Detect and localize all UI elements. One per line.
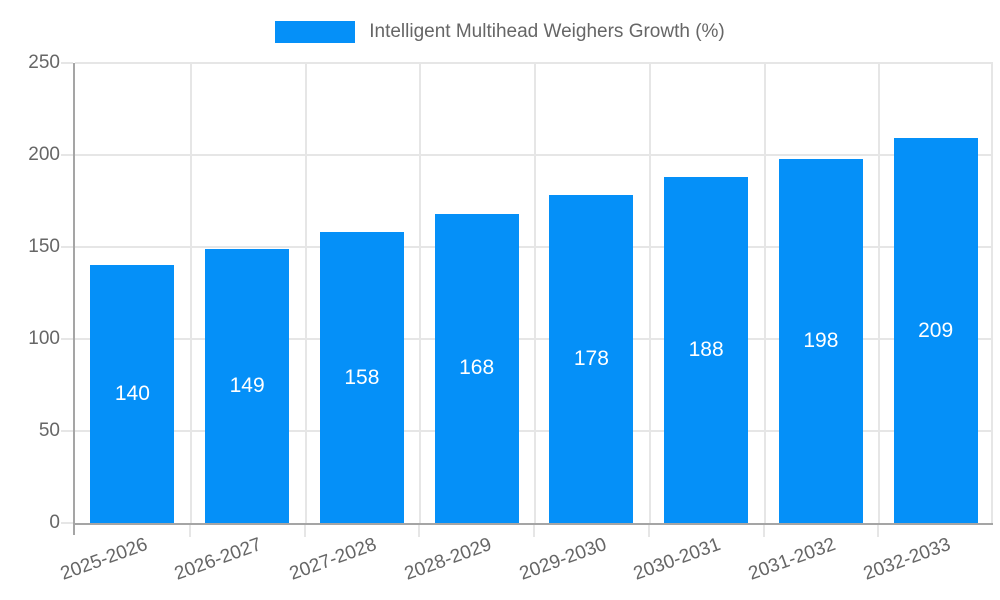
y-axis-tick xyxy=(61,522,73,524)
x-axis-tick xyxy=(418,525,421,537)
x-axis-tick-label: 2030-2031 xyxy=(631,533,724,585)
x-axis-tick-label: 2025-2026 xyxy=(57,533,150,585)
bar[interactable]: 198 xyxy=(778,158,863,523)
y-axis-line xyxy=(73,63,75,535)
bar[interactable]: 149 xyxy=(205,248,290,523)
gridline-vertical xyxy=(648,63,651,523)
x-axis-tick-label: 2027-2028 xyxy=(286,533,380,585)
x-axis-tick xyxy=(877,525,880,537)
gridline-vertical xyxy=(419,63,422,523)
bar-value-label: 168 xyxy=(459,356,495,380)
bar[interactable]: 168 xyxy=(434,213,519,523)
plot-area: 140 149 158 168 178 188 198 209 xyxy=(61,62,993,537)
bar[interactable]: 158 xyxy=(319,232,404,523)
x-axis-tick-label: 2028-2029 xyxy=(401,533,495,585)
gridline-vertical xyxy=(763,63,766,523)
bar-value-label: 140 xyxy=(114,382,150,406)
y-axis-tick-label: 0 xyxy=(49,512,60,533)
x-axis-tick xyxy=(188,525,191,537)
gridline-vertical xyxy=(304,63,307,523)
y-axis-tick xyxy=(61,246,73,248)
gridline-vertical xyxy=(189,63,192,523)
x-axis-line xyxy=(73,523,993,525)
y-axis-tick-label: 50 xyxy=(38,420,60,441)
bar-value-label: 178 xyxy=(573,347,609,371)
bar-value-label: 158 xyxy=(344,365,380,389)
x-axis-tick xyxy=(533,525,535,537)
bar-value-label: 188 xyxy=(688,338,724,362)
legend-swatch xyxy=(275,21,356,43)
y-axis-tick-label: 200 xyxy=(28,144,60,165)
bar-value-label: 149 xyxy=(229,373,265,397)
y-axis-tick xyxy=(61,430,73,432)
legend[interactable]: Intelligent Multihead Weighers Growth (%… xyxy=(0,20,1000,44)
legend-label: Intelligent Multihead Weighers Growth (%… xyxy=(369,21,725,42)
bar[interactable]: 140 xyxy=(90,265,175,523)
y-axis-tick xyxy=(61,338,73,340)
bar[interactable]: 188 xyxy=(664,177,749,523)
bar[interactable]: 178 xyxy=(549,195,634,523)
x-axis-tick-label: 2032-2033 xyxy=(860,533,954,585)
bar-value-label: 198 xyxy=(803,328,839,352)
x-axis-tick-label: 2029-2030 xyxy=(516,533,609,585)
y-axis-tick xyxy=(61,62,73,64)
gridline-vertical xyxy=(878,63,881,523)
x-axis-tick-label: 2026-2027 xyxy=(172,533,265,585)
y-axis-tick-label: 250 xyxy=(28,52,60,73)
gridline-vertical xyxy=(991,63,993,523)
y-axis-tick xyxy=(61,154,73,156)
x-axis-tick xyxy=(303,525,306,537)
bar-value-label: 209 xyxy=(918,318,954,342)
y-axis-tick-label: 100 xyxy=(28,328,60,349)
x-axis-tick xyxy=(647,525,650,537)
x-axis-tick-label: 2031-2032 xyxy=(745,533,839,585)
x-axis-tick xyxy=(762,525,765,537)
gridline-vertical xyxy=(534,63,536,523)
bar[interactable]: 209 xyxy=(893,138,978,523)
y-axis-tick-label: 150 xyxy=(28,236,60,257)
